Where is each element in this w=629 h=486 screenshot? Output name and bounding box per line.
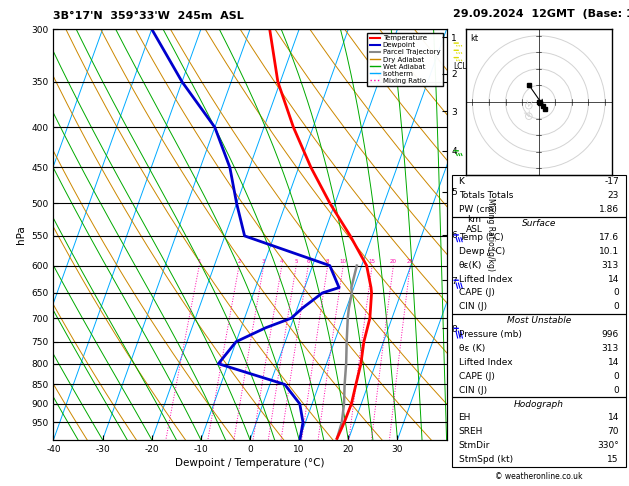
Legend: Temperature, Dewpoint, Parcel Trajectory, Dry Adiabat, Wet Adiabat, Isotherm, Mi: Temperature, Dewpoint, Parcel Trajectory… bbox=[367, 33, 443, 87]
Text: StmSpd (kt): StmSpd (kt) bbox=[459, 455, 513, 464]
Text: θε(K): θε(K) bbox=[459, 260, 482, 270]
Text: 20: 20 bbox=[390, 259, 397, 264]
Text: 0: 0 bbox=[613, 289, 619, 297]
Text: 313: 313 bbox=[601, 344, 619, 353]
Text: Lifted Index: Lifted Index bbox=[459, 275, 512, 284]
Text: Lifted Index: Lifted Index bbox=[459, 358, 512, 367]
Text: 4: 4 bbox=[280, 259, 284, 264]
Text: 14: 14 bbox=[608, 358, 619, 367]
Text: 14: 14 bbox=[608, 275, 619, 284]
Text: K: K bbox=[459, 177, 464, 187]
Text: 330°: 330° bbox=[597, 441, 619, 450]
Text: 23: 23 bbox=[608, 191, 619, 200]
Text: Mixing Ratio (g/kg): Mixing Ratio (g/kg) bbox=[486, 198, 495, 271]
Text: CAPE (J): CAPE (J) bbox=[459, 289, 494, 297]
Text: 25: 25 bbox=[407, 259, 414, 264]
Text: Most Unstable: Most Unstable bbox=[506, 316, 571, 325]
Text: 10.1: 10.1 bbox=[599, 247, 619, 256]
Text: StmDir: StmDir bbox=[459, 441, 490, 450]
Text: CIN (J): CIN (J) bbox=[459, 386, 487, 395]
Text: Temp (°C): Temp (°C) bbox=[459, 233, 503, 242]
Text: θε (K): θε (K) bbox=[459, 344, 485, 353]
Text: -17: -17 bbox=[604, 177, 619, 187]
Text: EH: EH bbox=[459, 414, 471, 422]
Text: 29.09.2024  12GMT  (Base: 12): 29.09.2024 12GMT (Base: 12) bbox=[453, 9, 629, 19]
Text: CIN (J): CIN (J) bbox=[459, 302, 487, 312]
Text: 996: 996 bbox=[601, 330, 619, 339]
Text: 15: 15 bbox=[369, 259, 376, 264]
Text: 10: 10 bbox=[340, 259, 347, 264]
Text: 0: 0 bbox=[613, 372, 619, 381]
Text: 8: 8 bbox=[326, 259, 330, 264]
Text: © weatheronline.co.uk: © weatheronline.co.uk bbox=[495, 472, 582, 481]
Text: Totals Totals: Totals Totals bbox=[459, 191, 513, 200]
Text: Hodograph: Hodograph bbox=[514, 399, 564, 409]
Text: 0: 0 bbox=[613, 386, 619, 395]
Text: 5: 5 bbox=[294, 259, 298, 264]
Text: 15: 15 bbox=[608, 455, 619, 464]
Text: LCL: LCL bbox=[454, 62, 467, 71]
Text: 70: 70 bbox=[608, 427, 619, 436]
Text: Dewp (°C): Dewp (°C) bbox=[459, 247, 505, 256]
Y-axis label: hPa: hPa bbox=[16, 225, 26, 244]
Text: 14: 14 bbox=[608, 414, 619, 422]
X-axis label: Dewpoint / Temperature (°C): Dewpoint / Temperature (°C) bbox=[175, 458, 325, 468]
Text: 0: 0 bbox=[613, 302, 619, 312]
Text: Surface: Surface bbox=[521, 219, 556, 228]
Text: 1.86: 1.86 bbox=[599, 205, 619, 214]
Text: 1: 1 bbox=[198, 259, 201, 264]
Text: CAPE (J): CAPE (J) bbox=[459, 372, 494, 381]
Text: 313: 313 bbox=[601, 260, 619, 270]
Text: 17.6: 17.6 bbox=[599, 233, 619, 242]
Text: PW (cm): PW (cm) bbox=[459, 205, 496, 214]
Text: 3: 3 bbox=[262, 259, 265, 264]
Text: 2: 2 bbox=[237, 259, 241, 264]
Y-axis label: km
ASL: km ASL bbox=[465, 215, 482, 235]
Text: kt: kt bbox=[470, 34, 478, 43]
Text: SREH: SREH bbox=[459, 427, 483, 436]
Text: 3B°17'N  359°33'W  245m  ASL: 3B°17'N 359°33'W 245m ASL bbox=[53, 11, 244, 20]
Text: Pressure (mb): Pressure (mb) bbox=[459, 330, 521, 339]
Text: 6: 6 bbox=[306, 259, 310, 264]
